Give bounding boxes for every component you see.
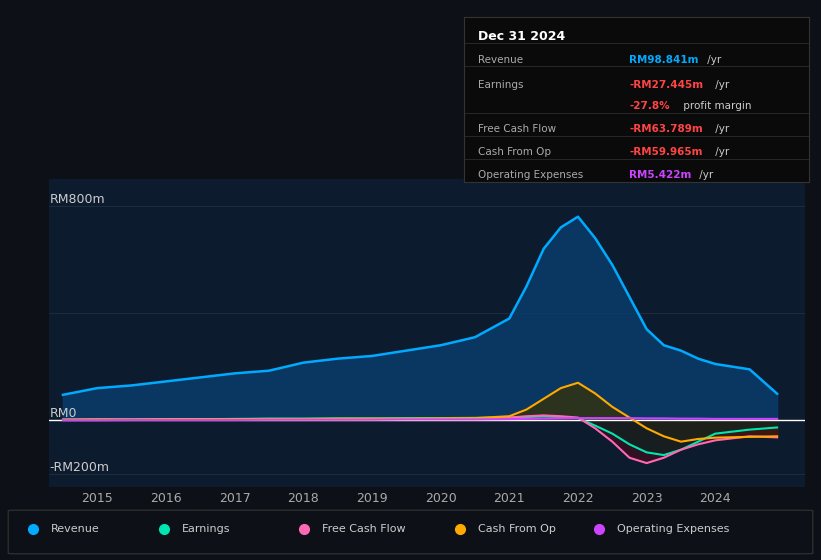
Text: -RM59.965m: -RM59.965m bbox=[630, 147, 703, 157]
Text: Operating Expenses: Operating Expenses bbox=[478, 170, 583, 180]
Text: -RM63.789m: -RM63.789m bbox=[630, 124, 703, 134]
Text: Cash From Op: Cash From Op bbox=[478, 524, 556, 534]
Text: Dec 31 2024: Dec 31 2024 bbox=[478, 30, 565, 43]
Text: /yr: /yr bbox=[704, 55, 722, 65]
Text: Earnings: Earnings bbox=[478, 80, 523, 90]
Text: RM5.422m: RM5.422m bbox=[630, 170, 692, 180]
Text: profit margin: profit margin bbox=[681, 101, 752, 111]
Text: /yr: /yr bbox=[712, 124, 729, 134]
Text: Operating Expenses: Operating Expenses bbox=[617, 524, 730, 534]
Text: RM98.841m: RM98.841m bbox=[630, 55, 699, 65]
Text: -RM27.445m: -RM27.445m bbox=[630, 80, 704, 90]
Text: Revenue: Revenue bbox=[51, 524, 99, 534]
Text: RM0: RM0 bbox=[49, 407, 76, 420]
Text: Free Cash Flow: Free Cash Flow bbox=[322, 524, 406, 534]
Text: Earnings: Earnings bbox=[182, 524, 231, 534]
Text: Free Cash Flow: Free Cash Flow bbox=[478, 124, 556, 134]
Text: Cash From Op: Cash From Op bbox=[478, 147, 551, 157]
Text: Revenue: Revenue bbox=[478, 55, 523, 65]
Text: -RM200m: -RM200m bbox=[49, 461, 109, 474]
Text: /yr: /yr bbox=[712, 147, 729, 157]
Text: RM800m: RM800m bbox=[49, 193, 105, 206]
Text: /yr: /yr bbox=[712, 80, 729, 90]
Text: -27.8%: -27.8% bbox=[630, 101, 670, 111]
Text: /yr: /yr bbox=[696, 170, 713, 180]
